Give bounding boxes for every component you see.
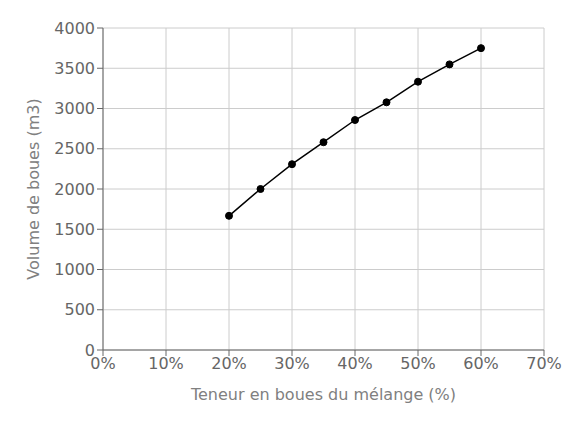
svg-text:40%: 40% bbox=[337, 354, 373, 373]
svg-text:2000: 2000 bbox=[54, 180, 95, 199]
svg-text:3500: 3500 bbox=[54, 59, 95, 78]
svg-text:50%: 50% bbox=[400, 354, 436, 373]
svg-text:2500: 2500 bbox=[54, 139, 95, 158]
svg-text:0: 0 bbox=[85, 341, 95, 360]
svg-text:10%: 10% bbox=[148, 354, 184, 373]
svg-text:3000: 3000 bbox=[54, 99, 95, 118]
svg-text:1500: 1500 bbox=[54, 220, 95, 239]
svg-text:Teneur en boues du mélange (%): Teneur en boues du mélange (%) bbox=[190, 385, 456, 404]
svg-text:Volume de boues (m3): Volume de boues (m3) bbox=[24, 98, 43, 279]
svg-text:30%: 30% bbox=[274, 354, 310, 373]
svg-text:20%: 20% bbox=[211, 354, 247, 373]
svg-text:4000: 4000 bbox=[54, 19, 95, 38]
svg-text:70%: 70% bbox=[526, 354, 562, 373]
svg-text:500: 500 bbox=[64, 300, 95, 319]
svg-text:60%: 60% bbox=[463, 354, 499, 373]
svg-text:0%: 0% bbox=[90, 354, 116, 374]
svg-text:1000: 1000 bbox=[54, 260, 95, 279]
